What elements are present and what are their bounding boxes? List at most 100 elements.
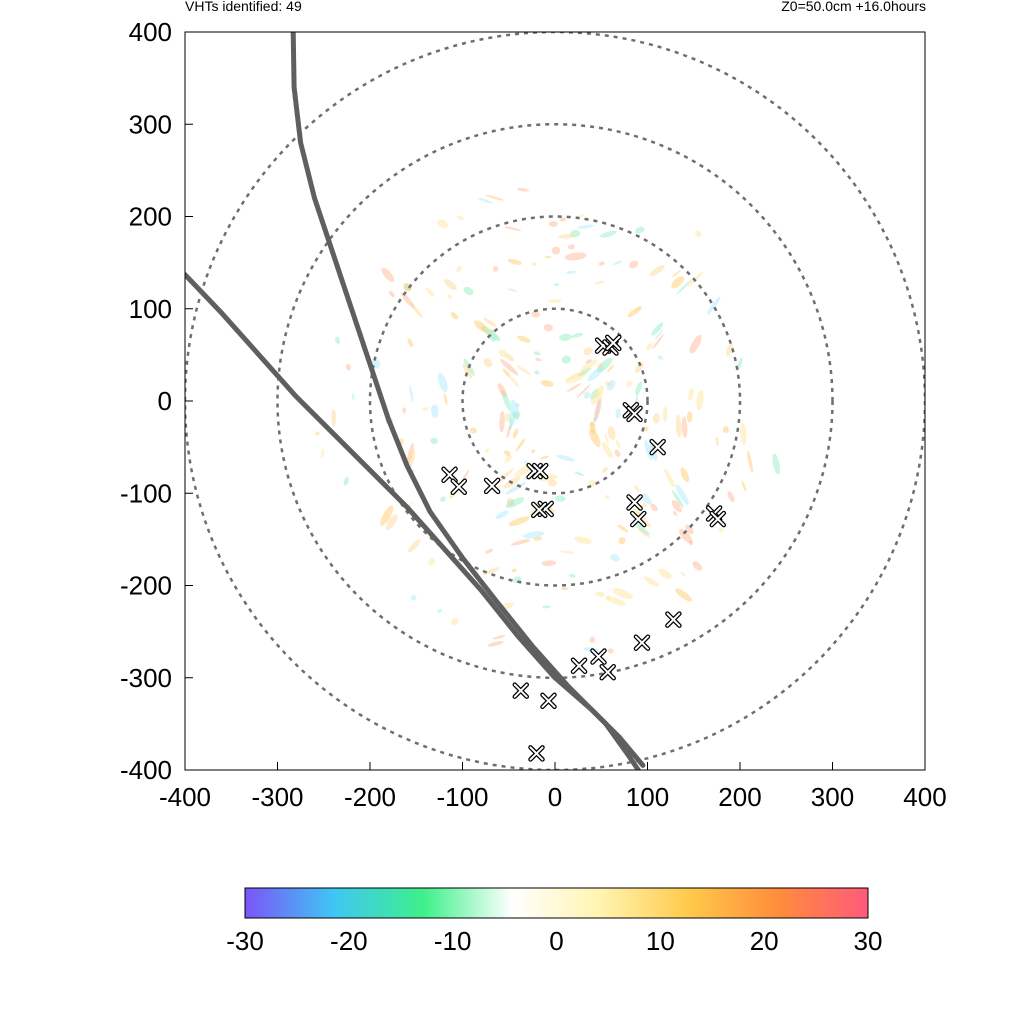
field-blob xyxy=(321,448,325,459)
field-blob xyxy=(646,343,653,351)
field-blob xyxy=(504,454,512,463)
field-blob xyxy=(446,294,453,300)
field-blob xyxy=(403,282,412,292)
field-blob xyxy=(425,287,435,297)
y-tick-label: 300 xyxy=(129,109,172,139)
vht-marker xyxy=(709,510,727,528)
field-blob xyxy=(533,351,541,356)
field-blob xyxy=(462,363,473,379)
vht-count-label: VHTs identified: 49 xyxy=(185,0,302,14)
field-blob xyxy=(726,343,733,356)
field-blob xyxy=(409,384,414,403)
colorbar-tick-label: 0 xyxy=(549,926,563,956)
field-blob xyxy=(598,261,605,266)
colorbar-tick-label: -30 xyxy=(226,926,264,956)
range-ring xyxy=(368,215,742,587)
field-blob xyxy=(485,548,494,554)
field-blob xyxy=(607,648,614,654)
field-blob xyxy=(516,188,530,192)
field-blob xyxy=(456,215,465,221)
field-blob xyxy=(422,406,428,412)
coastlines xyxy=(185,32,646,770)
plot-frame xyxy=(184,31,926,771)
field-blob xyxy=(437,372,448,393)
field-blob xyxy=(629,260,639,269)
field-blob xyxy=(521,540,531,544)
field-blob xyxy=(588,479,596,487)
y-tick-label: -200 xyxy=(120,571,172,601)
field-blob xyxy=(483,567,500,575)
field-blob xyxy=(440,496,446,503)
field-blob xyxy=(650,503,658,512)
field-blob xyxy=(485,448,490,454)
field-blob xyxy=(571,332,584,338)
field-blob xyxy=(430,437,438,445)
field-blob xyxy=(602,442,613,459)
field-blob xyxy=(615,439,621,449)
range-rings xyxy=(185,32,925,770)
field-blob xyxy=(389,290,395,298)
field-blob xyxy=(747,450,753,473)
field-blob xyxy=(651,322,664,336)
field-blob xyxy=(474,320,489,333)
field-blob xyxy=(671,500,682,513)
field-blob xyxy=(655,329,663,340)
field-blob xyxy=(315,431,320,436)
x-tick-label: -300 xyxy=(251,782,303,812)
field-blob xyxy=(568,573,576,578)
field-blob xyxy=(343,476,349,486)
field-blob xyxy=(638,528,650,538)
colorbar-tick-label: -20 xyxy=(330,926,368,956)
range-ring xyxy=(185,32,925,770)
x-tick-label: 400 xyxy=(903,782,946,812)
field-blob xyxy=(577,224,595,229)
field-blob xyxy=(692,561,703,571)
field-blob xyxy=(509,376,520,388)
field-blob xyxy=(559,333,572,341)
axes: -400 -300 -200 -100 0 100 200 300 400 400 300 200 10… xyxy=(120,17,947,812)
field-blob xyxy=(335,336,341,344)
field-blob xyxy=(607,426,616,440)
field-blob xyxy=(499,359,519,376)
field-layer xyxy=(315,188,781,654)
colorbar-tick-label: -10 xyxy=(434,926,472,956)
field-blob xyxy=(492,635,506,640)
field-blob xyxy=(635,361,644,373)
field-blob xyxy=(678,528,693,544)
field-blob xyxy=(512,428,519,439)
field-blob xyxy=(662,406,668,423)
field-blob xyxy=(615,408,621,419)
field-blob xyxy=(345,364,351,371)
field-blob xyxy=(543,323,553,332)
y-tick-label: 400 xyxy=(129,17,172,47)
field-blob xyxy=(410,594,417,601)
field-blob xyxy=(505,353,515,362)
field-blob xyxy=(554,283,560,286)
field-blob xyxy=(695,230,702,238)
x-tick-label: -400 xyxy=(159,782,211,812)
field-blob xyxy=(643,502,648,508)
field-blob xyxy=(613,260,622,265)
vht-marker xyxy=(633,634,651,651)
x-tick-label: 200 xyxy=(718,782,761,812)
colorbar-gradient xyxy=(244,887,869,919)
field-blob xyxy=(600,230,617,238)
field-blob xyxy=(671,489,684,508)
field-blob xyxy=(585,359,592,364)
field-blob xyxy=(576,384,591,399)
field-blob xyxy=(444,279,457,291)
field-blob xyxy=(686,411,693,423)
field-blob xyxy=(497,383,507,398)
field-blob xyxy=(643,576,660,587)
field-blob xyxy=(551,246,561,255)
field-blob xyxy=(658,568,672,580)
run-info-label: Z0=50.0cm +16.0hours xyxy=(781,0,926,14)
field-blob xyxy=(644,439,654,461)
field-blob xyxy=(589,428,601,448)
x-tick-label: -100 xyxy=(436,782,488,812)
colorbar-tick-label: 30 xyxy=(854,926,883,956)
vht-marker xyxy=(483,477,501,495)
field-blob xyxy=(591,385,604,405)
vht-marker xyxy=(605,334,622,352)
